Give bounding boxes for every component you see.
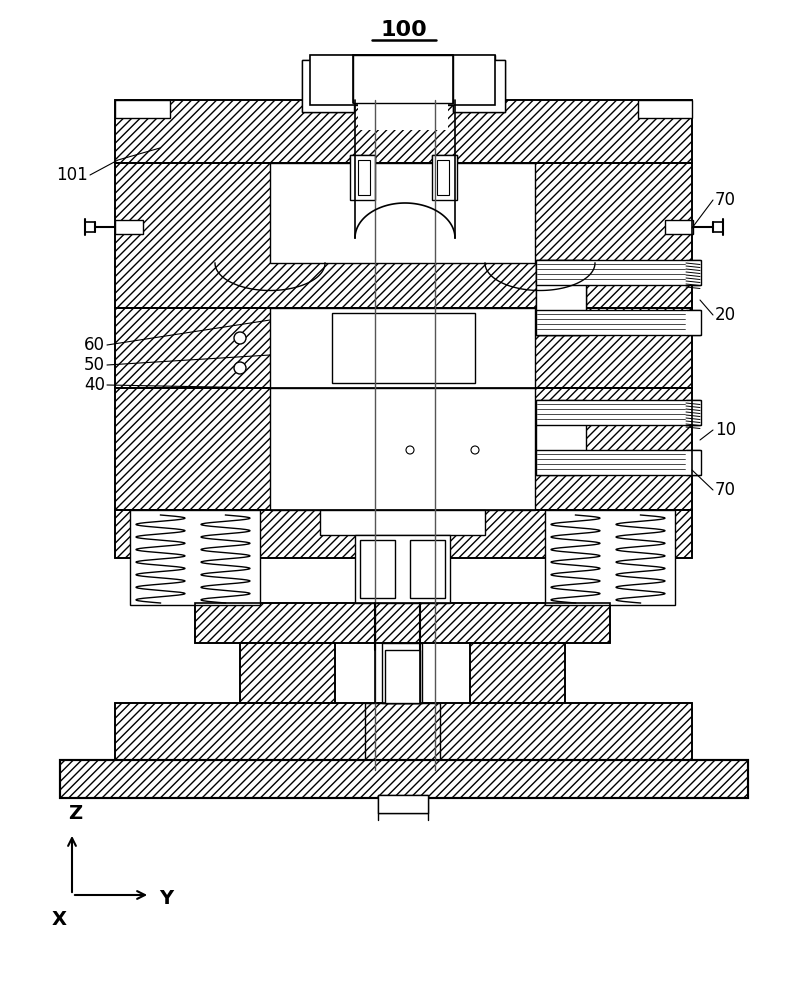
Bar xyxy=(536,400,701,425)
Text: Z: Z xyxy=(68,804,82,823)
Bar xyxy=(195,603,610,643)
Bar xyxy=(320,510,485,535)
Bar xyxy=(686,450,700,475)
Bar xyxy=(686,260,700,285)
Bar xyxy=(378,795,428,813)
Text: 70: 70 xyxy=(715,191,736,209)
Bar xyxy=(270,388,535,510)
Bar xyxy=(437,160,449,195)
Bar xyxy=(410,540,445,598)
Bar xyxy=(130,510,260,605)
Bar xyxy=(453,60,505,112)
Bar xyxy=(115,163,692,308)
Bar xyxy=(470,643,565,703)
Bar xyxy=(195,603,610,643)
Bar xyxy=(115,308,692,388)
Bar xyxy=(415,316,470,378)
Bar xyxy=(365,703,440,760)
Bar xyxy=(385,650,420,703)
Bar xyxy=(536,400,586,475)
Bar xyxy=(665,220,693,234)
Circle shape xyxy=(406,446,414,454)
Bar xyxy=(536,260,586,335)
Text: 20: 20 xyxy=(715,306,736,324)
Bar xyxy=(536,260,701,285)
Text: X: X xyxy=(52,910,67,929)
Bar xyxy=(310,55,495,105)
Bar xyxy=(115,100,170,118)
Bar xyxy=(270,163,535,263)
Text: 101: 101 xyxy=(57,166,88,184)
Bar xyxy=(115,163,692,308)
Bar xyxy=(378,795,428,813)
Circle shape xyxy=(234,362,246,374)
Bar xyxy=(545,510,675,605)
Bar xyxy=(686,400,700,425)
Bar xyxy=(115,388,692,510)
Bar xyxy=(360,540,395,598)
Bar xyxy=(115,100,692,163)
Bar xyxy=(115,703,692,760)
Bar xyxy=(536,310,701,335)
Bar xyxy=(638,100,692,118)
Text: 50: 50 xyxy=(84,356,105,374)
Text: 70: 70 xyxy=(715,481,736,499)
Bar xyxy=(536,260,586,335)
Bar xyxy=(115,703,692,760)
Bar xyxy=(453,60,505,112)
Text: 100: 100 xyxy=(380,20,427,40)
Bar xyxy=(60,760,748,798)
Bar xyxy=(115,100,692,163)
Bar xyxy=(350,155,375,200)
Bar xyxy=(358,100,448,130)
Bar xyxy=(432,155,457,200)
Bar xyxy=(410,540,445,598)
Bar xyxy=(350,155,375,200)
Text: 40: 40 xyxy=(84,376,105,394)
Bar xyxy=(536,450,701,475)
Bar xyxy=(470,643,565,703)
Bar xyxy=(115,308,692,388)
Bar xyxy=(335,316,390,378)
Text: Y: Y xyxy=(159,888,173,908)
Bar xyxy=(385,650,420,703)
Bar xyxy=(115,388,692,510)
Bar xyxy=(115,220,143,234)
Circle shape xyxy=(471,446,479,454)
Bar xyxy=(355,535,450,603)
Bar xyxy=(302,60,354,112)
Bar xyxy=(115,510,692,558)
Bar xyxy=(115,510,692,558)
Text: 60: 60 xyxy=(84,336,105,354)
Bar xyxy=(60,760,748,798)
Circle shape xyxy=(234,332,246,344)
Bar xyxy=(310,55,495,105)
Bar xyxy=(240,643,335,703)
Bar xyxy=(358,160,370,195)
Bar xyxy=(332,313,475,383)
Bar xyxy=(302,60,354,112)
Bar xyxy=(270,308,535,388)
Text: 10: 10 xyxy=(715,421,736,439)
Bar xyxy=(536,400,586,475)
Bar xyxy=(360,540,395,598)
Bar xyxy=(382,643,422,703)
Bar xyxy=(240,643,335,703)
Bar xyxy=(432,155,457,200)
Bar xyxy=(686,310,700,335)
Bar xyxy=(353,55,453,103)
